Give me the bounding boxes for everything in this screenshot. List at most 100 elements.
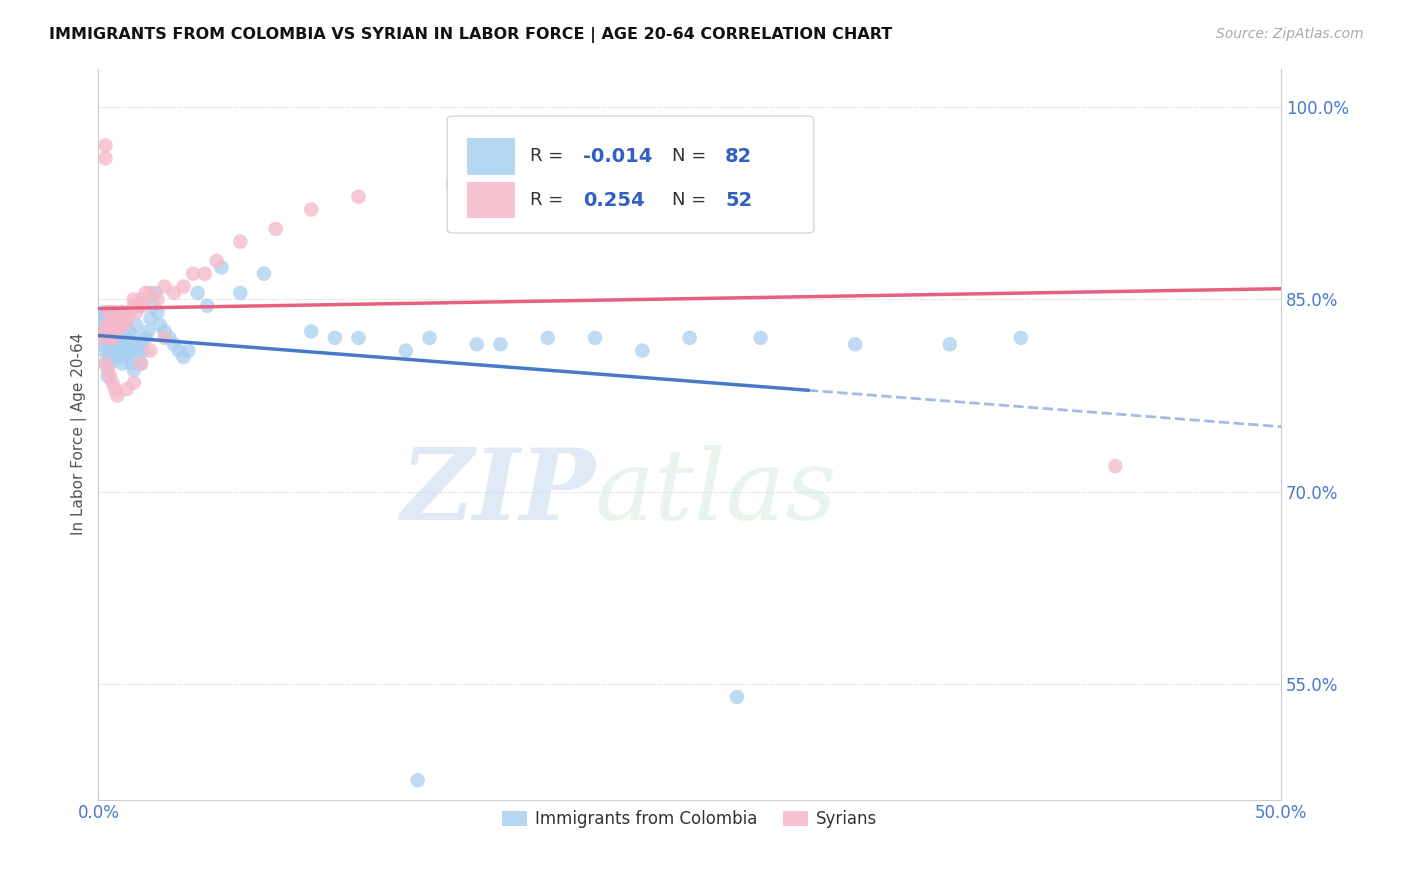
Point	[98, 325, 121, 339]
Point	[105, 388, 128, 402]
Point	[115, 331, 138, 345]
Point	[209, 260, 232, 275]
Point	[98, 369, 121, 384]
Point	[537, 151, 560, 165]
Point	[97, 318, 120, 332]
Point	[122, 299, 145, 313]
Point	[128, 299, 150, 313]
Point	[115, 311, 138, 326]
Point	[94, 356, 117, 370]
Point	[465, 337, 488, 351]
Point	[146, 293, 169, 307]
Point	[323, 331, 346, 345]
Point	[136, 325, 159, 339]
Point	[489, 337, 512, 351]
Point	[129, 356, 152, 370]
Point	[939, 337, 962, 351]
Point	[418, 331, 440, 345]
Point	[132, 299, 155, 313]
Point	[104, 382, 127, 396]
Text: N =: N =	[672, 191, 706, 209]
Point	[229, 235, 252, 249]
Point	[129, 293, 152, 307]
Point	[253, 267, 276, 281]
Point	[90, 311, 112, 326]
Point	[115, 382, 138, 396]
Point	[142, 299, 165, 313]
Point	[395, 343, 418, 358]
Point	[111, 305, 134, 319]
Point	[98, 318, 121, 332]
Point	[111, 337, 134, 351]
Point	[121, 337, 143, 351]
Point	[135, 285, 157, 300]
Point	[98, 305, 121, 319]
Text: 52: 52	[725, 191, 752, 210]
Point	[631, 343, 654, 358]
Point	[844, 337, 866, 351]
Point	[104, 311, 127, 326]
Bar	[467, 138, 515, 175]
Point	[101, 331, 124, 345]
Point	[173, 350, 195, 364]
Point	[129, 337, 152, 351]
Point	[104, 305, 127, 319]
Y-axis label: In Labor Force | Age 20-64: In Labor Force | Age 20-64	[72, 333, 87, 535]
Text: N =: N =	[672, 147, 706, 165]
Point	[187, 285, 209, 300]
Point	[98, 331, 121, 345]
Point	[111, 325, 134, 339]
Point	[725, 690, 748, 704]
Point	[112, 331, 135, 345]
Point	[118, 305, 141, 319]
Point	[125, 305, 148, 319]
Point	[229, 285, 252, 300]
Point	[104, 343, 127, 358]
Point	[146, 305, 169, 319]
Point	[195, 299, 218, 313]
Point	[1010, 331, 1032, 345]
Text: R =: R =	[530, 147, 564, 165]
Bar	[467, 182, 515, 219]
Point	[194, 267, 217, 281]
Point	[177, 343, 200, 358]
Point	[101, 331, 124, 345]
Text: R =: R =	[530, 191, 564, 209]
Point	[91, 325, 114, 339]
Point	[132, 343, 155, 358]
Point	[97, 325, 120, 339]
Point	[94, 325, 117, 339]
Point	[749, 331, 772, 345]
Point	[167, 343, 190, 358]
Point	[299, 202, 322, 217]
Point	[97, 343, 120, 358]
Point	[129, 356, 152, 370]
Point	[537, 331, 560, 345]
Point	[94, 138, 117, 153]
Point	[115, 350, 138, 364]
Point	[125, 318, 148, 332]
Point	[101, 318, 124, 332]
Point	[118, 343, 141, 358]
Point	[441, 177, 464, 191]
Point	[122, 343, 145, 358]
Point	[101, 376, 124, 390]
Point	[139, 285, 162, 300]
Text: IMMIGRANTS FROM COLOMBIA VS SYRIAN IN LABOR FORCE | AGE 20-64 CORRELATION CHART: IMMIGRANTS FROM COLOMBIA VS SYRIAN IN LA…	[49, 27, 893, 43]
Text: -0.014: -0.014	[583, 147, 652, 166]
Point	[173, 279, 195, 293]
Point	[406, 773, 429, 788]
Point	[91, 343, 114, 358]
Point	[128, 343, 150, 358]
Point	[111, 305, 134, 319]
Point	[105, 325, 128, 339]
Point	[112, 318, 135, 332]
Point	[153, 331, 176, 345]
Point	[101, 350, 124, 364]
Point	[181, 267, 204, 281]
Point	[163, 285, 186, 300]
Point	[122, 376, 145, 390]
Point	[97, 305, 120, 319]
Point	[112, 343, 135, 358]
Point	[105, 311, 128, 326]
